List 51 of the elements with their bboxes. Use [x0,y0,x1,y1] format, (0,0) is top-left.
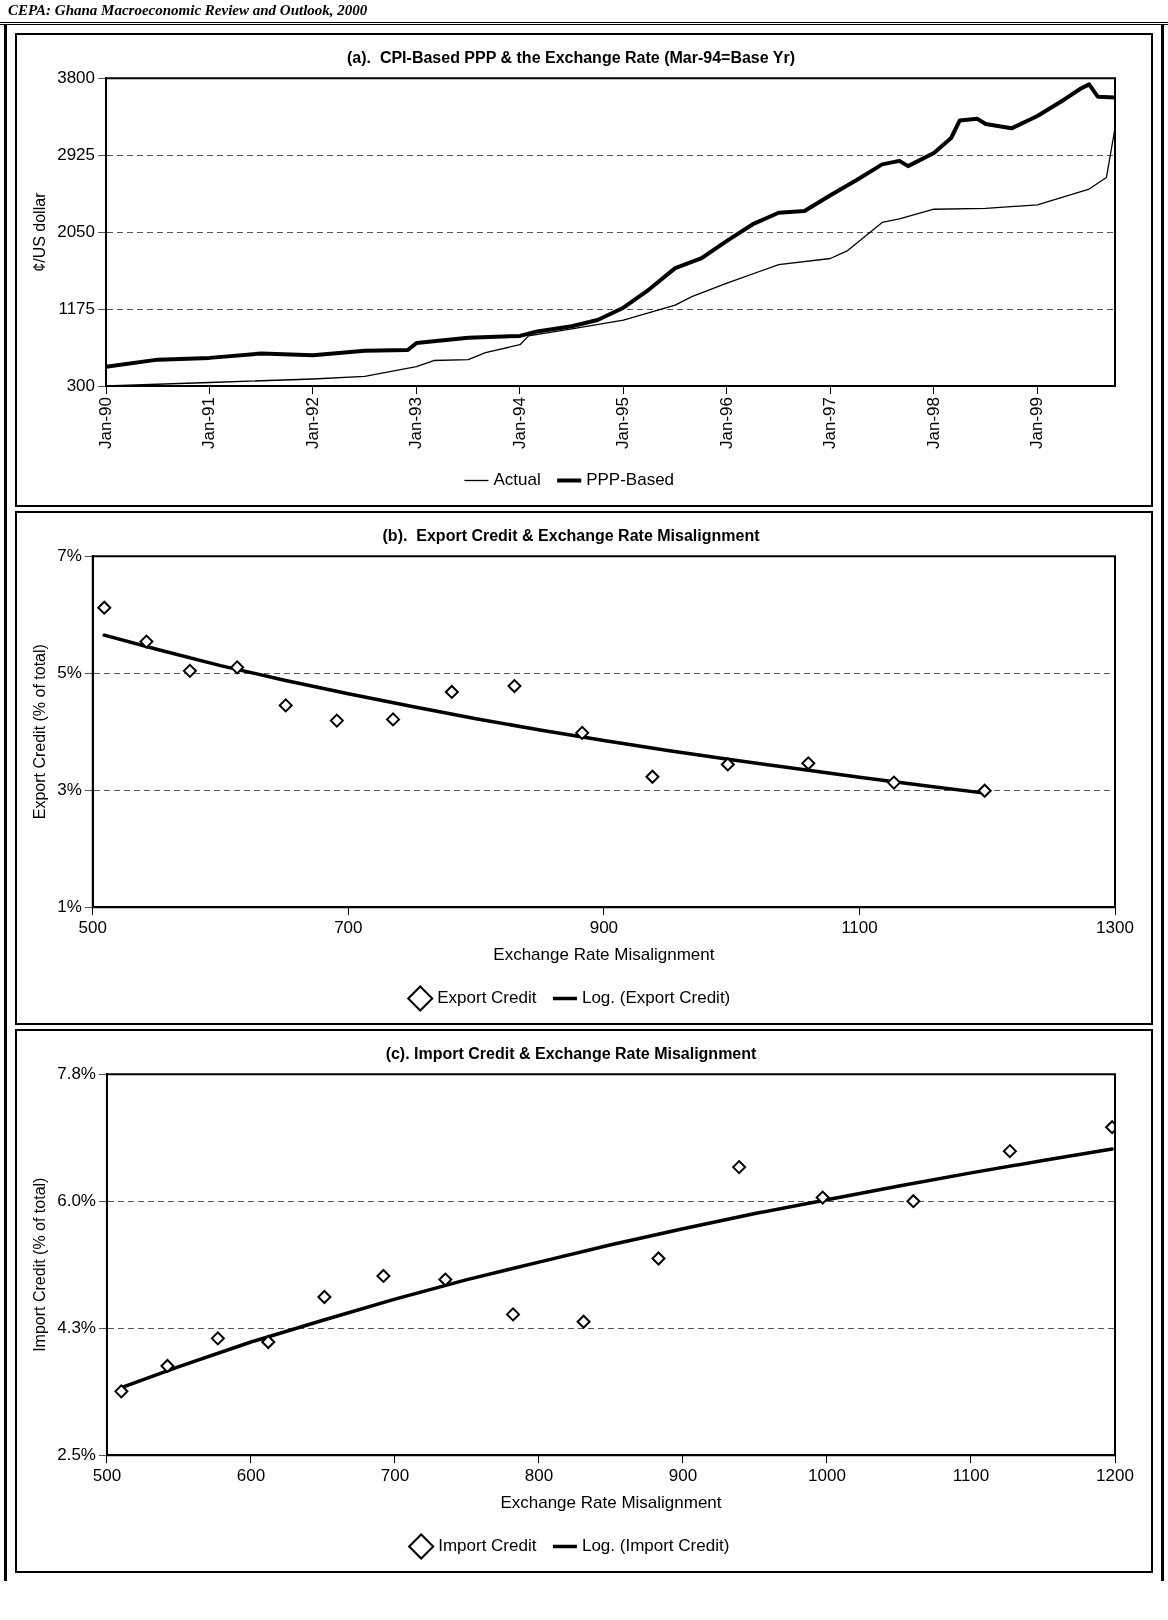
y-axis-title: Import Credit (% of total) [31,1177,49,1352]
x-tick-label: Jan-96 [716,397,736,449]
x-tick-label: 700 [334,918,363,938]
x-tick-label: 500 [78,918,107,938]
x-tick-label: 700 [380,1466,410,1486]
x-tick-label: 1100 [952,1466,990,1486]
y-tick-label: 2.5% [57,1444,96,1464]
x-tick-label: 1200 [1096,1466,1134,1486]
x-tick-label: Jan-92 [302,397,322,449]
x-axis-title: Exchange Rate Misalignment [493,945,715,965]
y-tick-label: 2925 [57,144,96,164]
x-tick-label: Jan-95 [613,397,633,449]
y-tick-label: 300 [66,375,96,395]
y-tick-label: 4.3% [57,1317,96,1337]
x-tick-label: Jan-93 [406,397,426,449]
x-tick-label: 1100 [841,918,878,938]
x-tick-label: Jan-94 [509,397,529,449]
x-tick-label: 500 [92,1466,122,1486]
y-axis-title: Export Credit (% of total) [31,644,49,820]
x-tick-label: 800 [524,1466,554,1486]
y-tick-label: 1% [57,896,82,916]
y-tick-label: 7.8% [57,1063,96,1083]
legend-label: Export Credit [437,988,537,1008]
x-axis-title: Exchange Rate Misalignment [500,1493,722,1513]
text: CEPA: Ghana Macroeconomic Review and Outlook, 2000 [8,2,368,18]
y-tick-label: 7% [57,545,82,565]
x-tick-label: 1000 [808,1466,846,1486]
chart-title: (b). Export Credit & Exchange Rate Misalignment [382,527,761,545]
x-tick-label: 900 [589,918,619,938]
legend-label: PPP-Based [586,470,675,490]
x-tick-label: 600 [236,1466,266,1486]
x-tick-label: 1300 [1096,918,1134,938]
y-tick-label: 5% [57,662,82,682]
chart-title: (c). Import Credit & Exchange Rate Misalignment [385,1045,758,1063]
y-tick-label: 3800 [57,67,96,87]
x-tick-label: Jan-91 [199,397,219,449]
x-tick-label: Jan-99 [1027,397,1047,449]
x-tick-label: 900 [668,1466,698,1486]
legend-label: Actual [493,470,541,490]
y-tick-label: 1175 [58,298,96,318]
y-tick-label: 2050 [57,221,96,241]
x-tick-label: Jan-98 [923,397,943,449]
legend-label: Log. (Import Credit) [581,1536,730,1556]
x-tick-label: Jan-90 [95,397,115,449]
legend-label: Import Credit [438,1536,537,1556]
y-axis-title: ¢/US dollar [31,191,49,272]
y-tick-label: 6.0% [57,1190,96,1210]
legend-label: Log. (Export Credit) [581,988,731,1008]
y-tick-label: 3% [57,779,82,799]
chart-title: (a). CPI-Based PPP & the Exchange Rate (Mar-94=Base Yr) [346,49,796,67]
x-tick-label: Jan-97 [820,397,840,449]
